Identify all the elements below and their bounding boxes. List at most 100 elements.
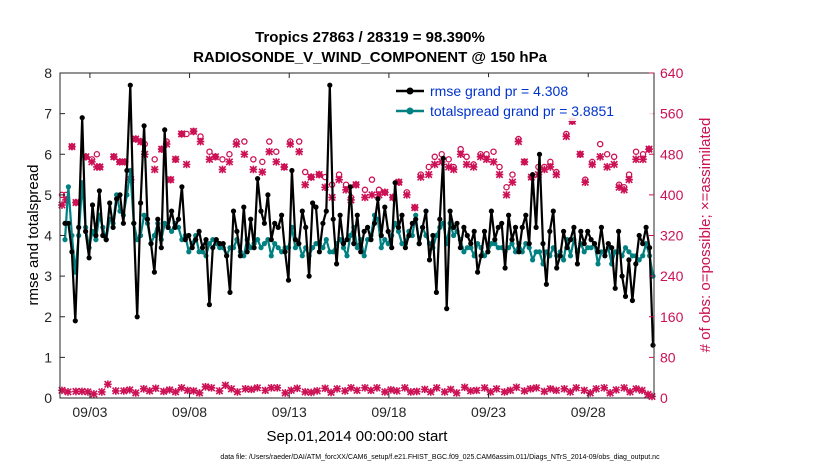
obs-assimilated-marker: [62, 196, 70, 204]
obs-count-marker: [401, 384, 409, 392]
obs-assimilated-marker: [482, 155, 491, 164]
obs-count-marker: [131, 389, 140, 397]
rmse-point: [578, 228, 584, 234]
rmse-point: [127, 82, 133, 88]
rmse-point: [495, 224, 501, 230]
obs-count-marker: [98, 388, 106, 396]
obs-assimilated-marker: [381, 188, 389, 197]
rmse-point: [285, 277, 292, 283]
obs-assimilated-marker: [576, 150, 585, 159]
x-tick-label: 09/23: [471, 404, 506, 420]
obs-count-marker: [119, 387, 128, 395]
rmse-point: [585, 228, 591, 234]
totalspread-point: [347, 232, 353, 239]
right-y-tick-label: 640: [660, 65, 684, 81]
rmse-point: [107, 200, 113, 206]
totalspread-point: [354, 245, 360, 251]
rmse-point: [591, 241, 598, 247]
legend-spread-marker: [406, 107, 414, 115]
obs-assimilated-marker: [301, 180, 309, 189]
totalspread-point: [261, 241, 267, 247]
obs-count-marker: [620, 384, 628, 392]
rmse-point: [468, 241, 474, 247]
rmse-point: [86, 255, 92, 261]
obs-assimilated-marker: [456, 150, 465, 159]
rmse-point: [564, 245, 570, 251]
totalspread-point: [567, 253, 574, 259]
rmse-point: [155, 216, 161, 222]
obs-count-marker: [301, 388, 309, 396]
rmse-point: [433, 289, 439, 295]
rmse-point: [69, 249, 75, 255]
obs-count-marker: [261, 386, 270, 395]
rmse-point: [186, 232, 192, 239]
rmse-point: [430, 232, 436, 239]
obs-count-marker: [341, 387, 349, 395]
rmse-point: [189, 245, 195, 251]
totalspread-point: [141, 212, 147, 218]
obs-assimilated-marker: [444, 163, 453, 171]
obs-count-marker: [486, 388, 495, 396]
totalspread-point: [93, 237, 99, 243]
rmse-point: [151, 269, 157, 275]
rmse-point: [110, 224, 116, 230]
rmse-point: [640, 241, 646, 247]
obs-count-marker: [606, 389, 614, 397]
rmse-point: [382, 204, 388, 210]
rmse-point: [516, 249, 522, 255]
rmse-point: [619, 273, 625, 279]
rmse-point: [303, 224, 309, 230]
rmse-point: [402, 245, 408, 251]
rmse-point: [179, 184, 185, 190]
rmse-point: [354, 212, 360, 218]
rmse-point: [203, 237, 209, 243]
rmse-point: [131, 220, 137, 226]
rmse-point: [629, 297, 636, 304]
rmse-point: [492, 237, 498, 243]
right-y-tick-label: 400: [660, 187, 684, 203]
obs-count-marker: [151, 384, 160, 393]
obs-count-marker: [393, 387, 401, 395]
obs-assimilated-marker: [171, 155, 180, 164]
obs-count-marker: [580, 386, 589, 395]
x-tick-label: 09/13: [272, 404, 307, 420]
rmse-point: [65, 220, 71, 226]
left-y-axis-label: rmse and totalspread: [25, 165, 42, 306]
rmse-point: [193, 237, 199, 243]
obs-assimilated-marker: [177, 130, 186, 138]
obs-assimilated-marker: [115, 158, 124, 166]
totalspread-point: [275, 245, 281, 251]
obs-assimilated-marker: [368, 191, 376, 199]
rmse-point: [633, 261, 639, 267]
rmse-point: [227, 289, 233, 295]
left-y-tick-label: 7: [44, 106, 52, 122]
obs-assimilated-marker: [88, 158, 96, 166]
rmse-point: [330, 216, 336, 222]
totalspread-point: [206, 241, 212, 247]
obs-count-marker: [353, 386, 361, 395]
rmse-point: [423, 208, 429, 214]
totalspread-point: [622, 245, 629, 251]
obs-count-marker: [632, 385, 640, 393]
obs-count-marker: [460, 383, 469, 392]
totalspread-point: [340, 245, 347, 251]
obs-assimilated-marker: [321, 183, 329, 192]
x-tick-label: 09/28: [571, 404, 606, 420]
obs-assimilated-marker: [389, 193, 397, 202]
obs-assimilated-marker: [225, 158, 234, 166]
rmse-point: [220, 241, 226, 247]
rmse-point: [313, 204, 319, 210]
obs-possible-marker: [431, 153, 438, 161]
obs-assimilated-marker: [581, 178, 590, 186]
rmse-point: [323, 208, 329, 214]
obs-possible-marker: [445, 156, 452, 163]
obs-count-marker: [626, 388, 634, 396]
rmse-point: [512, 224, 519, 230]
obs-count-marker: [387, 386, 395, 394]
rmse-point: [114, 196, 120, 202]
right-y-axis-label: # of obs: o=possible; ×=assimilated: [697, 118, 714, 353]
obs-assimilated-marker: [610, 160, 618, 169]
obs-possible-marker: [295, 138, 303, 145]
obs-count-marker: [644, 390, 652, 399]
obs-possible-marker: [219, 156, 226, 163]
